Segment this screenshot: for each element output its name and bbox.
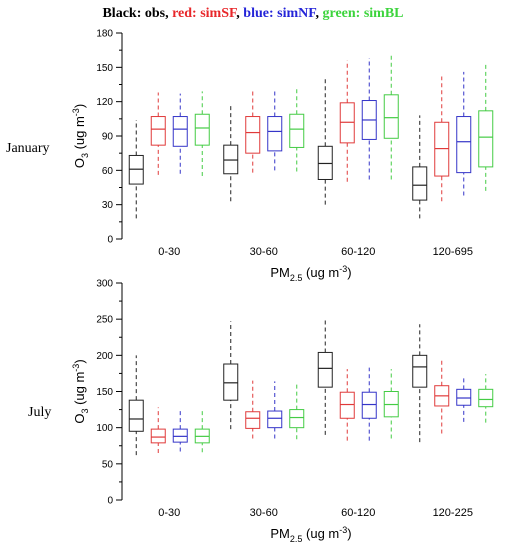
x-axis-label: PM2.5 (ug m-3) xyxy=(270,264,351,283)
iqr-box xyxy=(479,111,493,167)
box-3-3 xyxy=(479,374,493,422)
box-1-1 xyxy=(246,90,260,172)
box-0-1 xyxy=(224,105,238,201)
box-3-2 xyxy=(384,369,398,438)
y-tick-label: 150 xyxy=(96,63,113,74)
iqr-box xyxy=(246,117,260,154)
box-0-2 xyxy=(318,79,332,205)
iqr-box xyxy=(457,389,471,405)
iqr-box xyxy=(151,429,165,443)
y-tick-label: 50 xyxy=(102,459,114,470)
box-2-3 xyxy=(457,72,471,196)
iqr-box xyxy=(268,411,282,428)
y-tick-label: 180 xyxy=(96,29,113,40)
box-2-1 xyxy=(268,381,282,438)
iqr-box xyxy=(318,352,332,387)
iqr-box xyxy=(384,95,398,138)
box-3-0 xyxy=(195,91,209,176)
box-3-1 xyxy=(290,87,304,172)
y-tick-label: 250 xyxy=(96,315,113,326)
box-3-2 xyxy=(384,54,398,180)
y-tick-label: 60 xyxy=(102,166,114,177)
title-part-5: green: simBL xyxy=(323,6,404,21)
x-category-label: 120-695 xyxy=(433,246,473,258)
panel-label: July xyxy=(28,405,51,420)
box-1-3 xyxy=(435,76,449,201)
iqr-box xyxy=(413,355,427,387)
iqr-box xyxy=(479,389,493,406)
y-axis-label: O3 (ug m-3) xyxy=(71,104,90,168)
box-1-0 xyxy=(151,407,165,453)
box-2-2 xyxy=(362,58,376,179)
x-category-label: 60-120 xyxy=(341,507,375,519)
iqr-box xyxy=(413,167,427,200)
box-1-0 xyxy=(151,93,165,175)
figure-title: Black: obs, red: simSF, blue: simNF, gre… xyxy=(102,6,403,21)
x-axis-label: PM2.5 (ug m-3) xyxy=(270,525,351,544)
x-category-label: 120-225 xyxy=(433,507,473,519)
iqr-box xyxy=(173,117,187,147)
box-2-0 xyxy=(173,94,187,174)
box-2-2 xyxy=(362,368,376,441)
panel-january: 0 30 60 90 120 150 180 0-30 30-60 60-120 120-695 Ja… xyxy=(6,29,493,284)
x-category-label: 0-30 xyxy=(158,246,180,258)
box-1-1 xyxy=(246,381,260,439)
iqr-box xyxy=(129,400,143,431)
box-0-3 xyxy=(413,115,427,218)
box-0-0 xyxy=(129,120,143,218)
y-tick-label: 100 xyxy=(96,423,113,434)
panel-july: 0 50 100 150 200 250 300 0-30 30-60 60-120 120-225… xyxy=(28,279,493,545)
box-1-2 xyxy=(340,369,354,441)
iqr-box xyxy=(195,114,209,145)
iqr-box xyxy=(290,114,304,147)
box-1-3 xyxy=(435,359,449,434)
y-tick-label: 200 xyxy=(96,351,113,362)
iqr-box xyxy=(224,364,238,400)
y-tick-label: 150 xyxy=(96,387,113,398)
box-3-0 xyxy=(195,408,209,452)
x-category-label: 30-60 xyxy=(250,246,278,258)
box-2-1 xyxy=(268,89,282,170)
box-0-3 xyxy=(413,324,427,442)
title-part-0: Black: obs, xyxy=(102,6,172,21)
box-3-3 xyxy=(479,63,493,191)
box-2-3 xyxy=(457,376,471,422)
y-tick-label: 90 xyxy=(102,132,114,143)
y-tick-label: 0 xyxy=(107,496,113,507)
box-0-1 xyxy=(224,321,238,429)
y-tick-label: 120 xyxy=(96,97,113,108)
title-part-1: red: simSF xyxy=(172,6,237,21)
x-category-label: 0-30 xyxy=(158,507,180,519)
box-2-0 xyxy=(173,408,187,451)
iqr-box xyxy=(173,429,187,442)
title-part-4: , xyxy=(316,6,323,21)
box-1-2 xyxy=(340,60,354,181)
iqr-box xyxy=(268,117,282,151)
iqr-box xyxy=(246,412,260,429)
x-category-label: 60-120 xyxy=(341,246,375,258)
y-tick-label: 0 xyxy=(107,235,113,246)
y-axis-label: O3 (ug m-3) xyxy=(71,359,90,423)
title-part-2: , xyxy=(236,6,243,21)
x-category-label: 30-60 xyxy=(250,507,278,519)
iqr-box xyxy=(362,392,376,418)
y-tick-label: 300 xyxy=(96,279,113,290)
iqr-box xyxy=(340,392,354,418)
title-part-3: blue: simNF xyxy=(243,6,316,21)
y-tick-label: 30 xyxy=(102,200,114,211)
iqr-box xyxy=(290,410,304,428)
box-3-1 xyxy=(290,382,304,439)
box-0-2 xyxy=(318,318,332,435)
iqr-box xyxy=(457,117,471,173)
iqr-box xyxy=(151,117,165,146)
panel-label: January xyxy=(6,141,50,156)
box-0-0 xyxy=(129,355,143,455)
